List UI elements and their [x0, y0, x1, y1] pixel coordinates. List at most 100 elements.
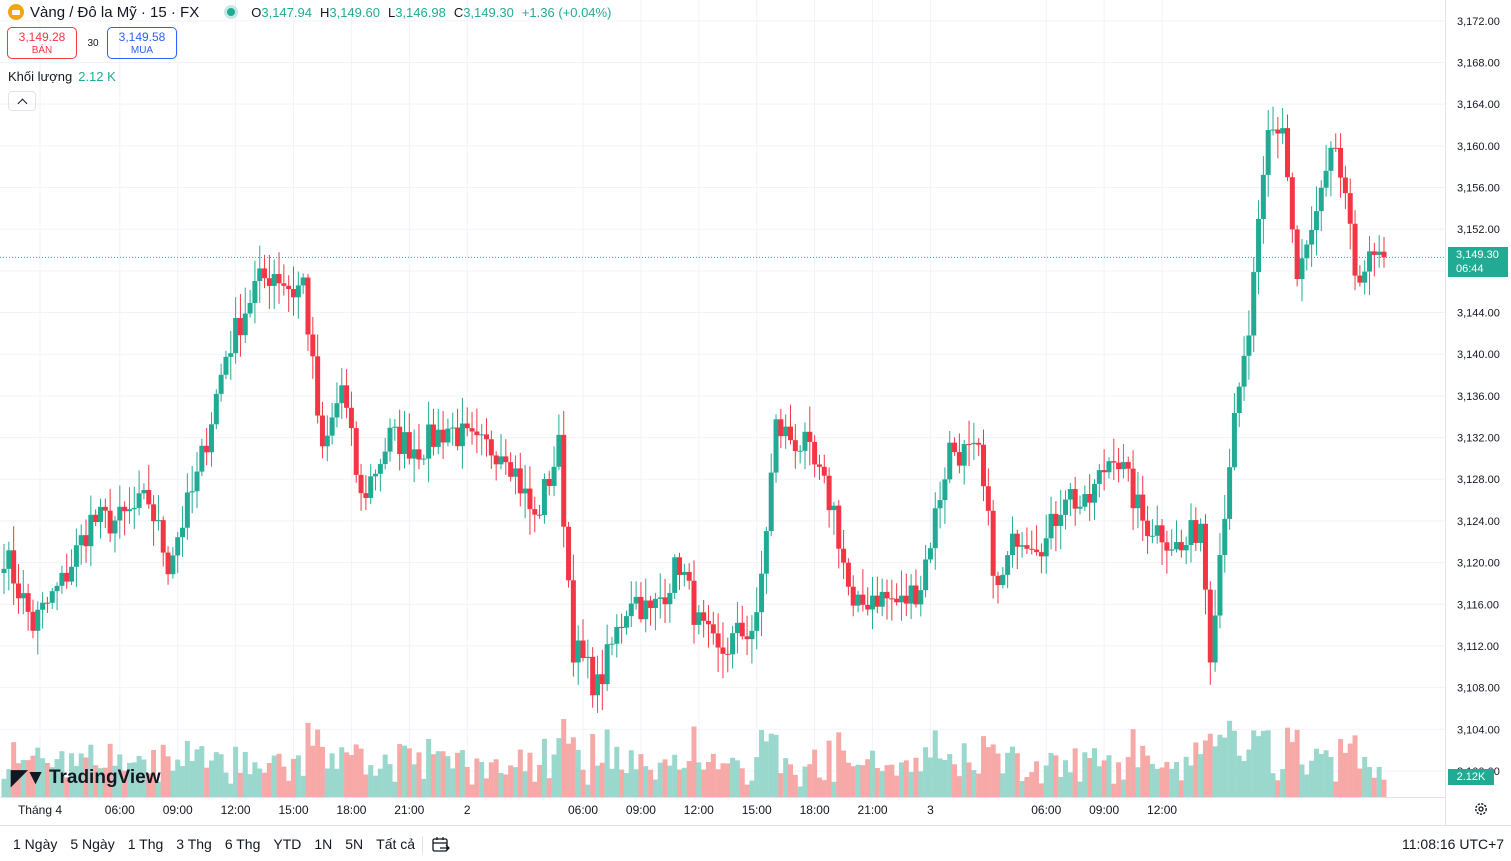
candle-body — [40, 602, 46, 610]
tradingview-logo[interactable]: ◤▼ TradingView — [11, 765, 161, 790]
candle-body — [223, 356, 229, 375]
volume-legend[interactable]: Khối lượng 2.12 K — [8, 69, 116, 84]
volume-bar — [1188, 765, 1194, 797]
candle-body — [1323, 170, 1329, 188]
candle-body — [358, 474, 364, 494]
timeframe-button[interactable]: 1 Thg — [127, 836, 164, 852]
buy-price: 3,149.58 — [118, 30, 166, 44]
candle-body — [1284, 128, 1290, 178]
volume-bar — [54, 759, 60, 797]
candle-body — [585, 656, 591, 659]
volume-bar — [1058, 777, 1064, 797]
volume-bar — [479, 762, 485, 797]
y-tick-label: 3,104.00 — [1457, 724, 1500, 736]
candle-body — [551, 466, 557, 486]
y-tick-label: 3,156.00 — [1457, 183, 1500, 195]
volume-bar — [213, 752, 219, 797]
volume-bar — [956, 776, 962, 797]
candle-body — [898, 595, 904, 603]
candle-body — [652, 598, 658, 608]
candle-body — [947, 442, 953, 480]
candle-body — [59, 572, 65, 586]
settings-gear-icon[interactable] — [1474, 802, 1488, 816]
y-tick-label: 3,120.00 — [1457, 558, 1500, 570]
candle-body — [884, 591, 890, 599]
volume-bar — [768, 733, 774, 797]
candle-body — [151, 504, 157, 522]
candle-body — [927, 548, 933, 560]
volume-bar — [594, 765, 600, 797]
timeframe-button[interactable]: YTD — [273, 836, 302, 852]
candle-body — [488, 439, 494, 456]
volume-bar — [633, 769, 639, 797]
candle-body — [411, 449, 417, 459]
buy-button[interactable]: 3,149.58 MUA — [107, 27, 177, 59]
candle-body — [1058, 514, 1064, 526]
sell-button[interactable]: 3,149.28 BÁN — [7, 27, 77, 59]
candle-body — [1120, 462, 1126, 470]
volume-bar — [445, 756, 451, 797]
candle-body — [286, 285, 292, 290]
volume-bar — [1241, 761, 1247, 797]
candle-body — [348, 407, 354, 429]
volume-bar — [522, 771, 528, 797]
candle-body — [657, 597, 663, 599]
volume-bar — [879, 771, 885, 797]
volume-bar — [1328, 756, 1334, 797]
symbol-title[interactable]: Vàng / Đô la Mỹ · 15 · FX — [30, 3, 200, 21]
candle-body — [237, 318, 243, 336]
candle-body — [194, 471, 200, 492]
timeframe-button[interactable]: 6 Thg — [224, 836, 261, 852]
candle-body — [570, 580, 576, 663]
timeframe-button[interactable]: 3 Thg — [176, 836, 212, 852]
candle-body — [604, 644, 610, 685]
collapse-legend-button[interactable] — [8, 91, 36, 111]
candle-body — [1048, 513, 1054, 539]
volume-bar — [319, 746, 325, 797]
volume-bar — [1101, 760, 1107, 797]
volume-bar — [416, 752, 422, 797]
volume-bar — [537, 764, 543, 797]
timeframe-button[interactable]: 1N — [314, 836, 333, 852]
candle-body — [1063, 499, 1069, 515]
timeframe-button[interactable]: Tất cả — [376, 836, 416, 852]
volume-bar — [1236, 755, 1242, 797]
volume-bar — [1275, 780, 1281, 797]
volume-bar — [11, 742, 17, 797]
sell-label: BÁN — [31, 45, 53, 56]
timeframe-button[interactable]: 1 Ngày — [13, 836, 58, 852]
candle-body — [160, 520, 166, 553]
candle-body — [107, 510, 113, 534]
x-tick-label: 12:00 — [1147, 803, 1177, 817]
bar-countdown: 06:44 — [1456, 263, 1484, 275]
x-tick-label: Tháng 4 — [18, 803, 62, 817]
candle-body — [1043, 538, 1049, 557]
candle-body — [1130, 468, 1136, 509]
candle-body — [368, 476, 374, 498]
candle-body — [1174, 542, 1180, 550]
volume-bar — [1, 778, 7, 797]
volume-bar — [474, 758, 480, 797]
candle-body — [1034, 549, 1040, 553]
volume-bar — [1063, 760, 1069, 797]
candle-body — [710, 624, 716, 634]
volume-bar — [638, 754, 644, 797]
go-to-date-icon[interactable] — [431, 836, 451, 854]
x-tick-label: 09:00 — [163, 803, 193, 817]
candle-body — [401, 432, 407, 455]
candle-body — [1381, 251, 1387, 258]
y-tick-label: 3,152.00 — [1457, 224, 1500, 236]
volume-bar — [884, 765, 890, 797]
timeframe-button[interactable]: 5 Ngày — [70, 836, 115, 852]
candle-body — [98, 506, 104, 522]
candle-body — [961, 444, 967, 466]
volume-bar — [363, 774, 369, 797]
volume-bar — [841, 750, 847, 797]
volume-bar — [942, 759, 948, 797]
volume-bar — [1038, 783, 1044, 797]
clock-timezone[interactable]: 11:08:16 UTC+7 — [1402, 836, 1505, 852]
timeframe-button[interactable]: 5N — [345, 836, 364, 852]
volume-bar — [233, 746, 239, 797]
candle-body — [329, 417, 335, 436]
